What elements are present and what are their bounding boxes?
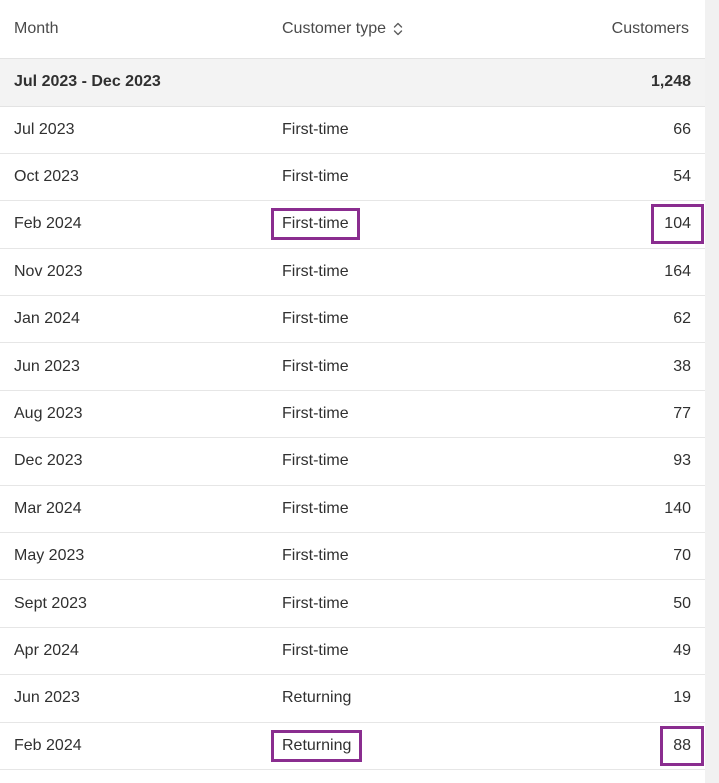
row-customer-type: First-time — [268, 106, 508, 154]
customers-table: Month Customer type Customers Jul 2023 -… — [0, 0, 705, 770]
row-customers: 50 — [508, 579, 705, 628]
table-row: Jun 2023 Returning 19 — [0, 674, 705, 723]
row-customers: 93 — [508, 437, 705, 486]
column-header-month[interactable]: Month — [0, 0, 268, 59]
row-month: Jul 2023 — [0, 106, 268, 154]
table-row: Mar 2024 First-time 140 — [0, 485, 705, 534]
summary-type — [268, 58, 508, 107]
sort-up-down-icon — [393, 22, 403, 35]
table-row: Sept 2023 First-time 50 — [0, 579, 705, 628]
table-header-row: Month Customer type Customers — [0, 0, 705, 59]
row-customers: 54 — [508, 153, 705, 202]
row-customers: 62 — [508, 295, 705, 344]
row-month: Aug 2023 — [0, 390, 268, 439]
row-month: Dec 2023 — [0, 437, 268, 486]
highlight-box-customers: 88 — [660, 725, 704, 766]
table-row: Jun 2023 First-time 38 — [0, 342, 705, 391]
row-customers: 66 — [508, 106, 705, 154]
row-month: Jan 2024 — [0, 295, 268, 344]
row-customer-type: First-time — [268, 627, 508, 676]
highlight-box-customer-type: First-time — [271, 208, 360, 241]
customer-type-header-label: Customer type — [282, 19, 387, 37]
summary-customers: 1,248 — [508, 58, 705, 107]
row-month: Apr 2024 — [0, 627, 268, 676]
row-month: Jun 2023 — [0, 342, 268, 391]
row-customers: 19 — [508, 674, 705, 723]
row-customer-type: Returning — [268, 722, 508, 770]
row-customers: 77 — [508, 390, 705, 439]
table-row: Nov 2023 First-time 164 — [0, 248, 705, 297]
highlight-box-customer-type: Returning — [270, 729, 363, 762]
table-row: Feb 2024 First-time 104 — [0, 200, 705, 249]
table-row: Aug 2023 First-time 77 — [0, 390, 705, 439]
row-customer-type: Returning — [268, 674, 508, 723]
table-row: May 2023 First-time 70 — [0, 532, 705, 581]
table-row: Feb 2024 Returning 88 — [0, 722, 705, 770]
row-customer-type: First-time — [268, 248, 508, 297]
row-customers: 38 — [508, 342, 705, 391]
row-customer-type: First-time — [268, 532, 508, 581]
summary-row: Jul 2023 - Dec 2023 1,248 — [0, 58, 705, 107]
table-row: Dec 2023 First-time 93 — [0, 437, 705, 486]
row-customer-type: First-time — [268, 342, 508, 391]
row-month: Jun 2023 — [0, 674, 268, 723]
table-row: Apr 2024 First-time 49 — [0, 627, 705, 676]
row-customer-type: First-time — [268, 295, 508, 344]
row-customers: 140 — [508, 485, 705, 534]
row-month: Feb 2024 — [0, 722, 268, 770]
row-customers: 88 — [508, 722, 705, 770]
table-row: Oct 2023 First-time 54 — [0, 153, 705, 202]
row-customer-type: First-time — [268, 390, 508, 439]
row-month: Mar 2024 — [0, 485, 268, 534]
row-month: Nov 2023 — [0, 248, 268, 297]
column-header-customers[interactable]: Customers — [508, 0, 705, 59]
row-customer-type: First-time — [268, 485, 508, 534]
customer-type-sort-button[interactable]: Customer type — [282, 20, 404, 38]
row-customers: 49 — [508, 627, 705, 676]
row-month: Oct 2023 — [0, 153, 268, 202]
table-row: Jul 2023 First-time 66 — [0, 106, 705, 154]
row-month: Sept 2023 — [0, 579, 268, 628]
summary-period: Jul 2023 - Dec 2023 — [0, 58, 268, 107]
row-customers: 70 — [508, 532, 705, 581]
row-customers: 104 — [508, 200, 705, 249]
row-customer-type: First-time — [268, 437, 508, 486]
highlight-box-customers: 104 — [651, 204, 704, 245]
row-month: Feb 2024 — [0, 200, 268, 249]
table-row: Jan 2024 First-time 62 — [0, 295, 705, 344]
row-month: May 2023 — [0, 532, 268, 581]
scrollbar-track[interactable] — [705, 0, 719, 783]
row-customers: 164 — [508, 248, 705, 297]
row-customer-type: First-time — [268, 153, 508, 202]
row-customer-type: First-time — [268, 579, 508, 628]
column-header-customer-type[interactable]: Customer type — [268, 0, 508, 59]
row-customer-type: First-time — [268, 200, 508, 249]
